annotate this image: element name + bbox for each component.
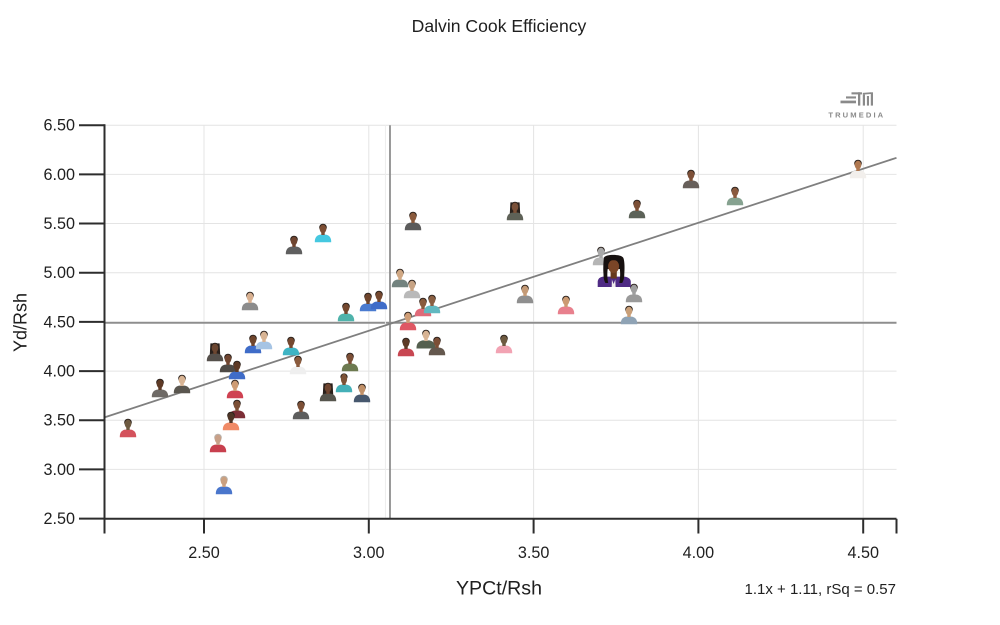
svg-text:5.50: 5.50 xyxy=(43,215,75,233)
svg-text:4.00: 4.00 xyxy=(683,544,715,562)
svg-text:1.1x + 1.11, rSq = 0.57: 1.1x + 1.11, rSq = 0.57 xyxy=(745,581,897,598)
svg-text:TRUMEDIA: TRUMEDIA xyxy=(828,111,885,120)
svg-text:2.50: 2.50 xyxy=(188,544,220,562)
svg-text:Yd/Rsh: Yd/Rsh xyxy=(11,293,31,352)
svg-text:4.50: 4.50 xyxy=(847,544,879,562)
svg-text:3.00: 3.00 xyxy=(353,544,385,562)
svg-text:3.50: 3.50 xyxy=(43,412,75,430)
svg-text:4.50: 4.50 xyxy=(43,313,75,331)
svg-text:Dalvin Cook Efficiency: Dalvin Cook Efficiency xyxy=(412,16,587,36)
svg-text:2.50: 2.50 xyxy=(43,510,75,528)
svg-text:3.00: 3.00 xyxy=(43,461,75,479)
svg-text:YPCt/Rsh: YPCt/Rsh xyxy=(456,578,542,600)
svg-text:6.00: 6.00 xyxy=(43,166,75,184)
svg-text:3.50: 3.50 xyxy=(518,544,550,562)
svg-text:4.00: 4.00 xyxy=(43,362,75,380)
svg-text:5.00: 5.00 xyxy=(43,264,75,282)
svg-text:6.50: 6.50 xyxy=(43,117,75,135)
